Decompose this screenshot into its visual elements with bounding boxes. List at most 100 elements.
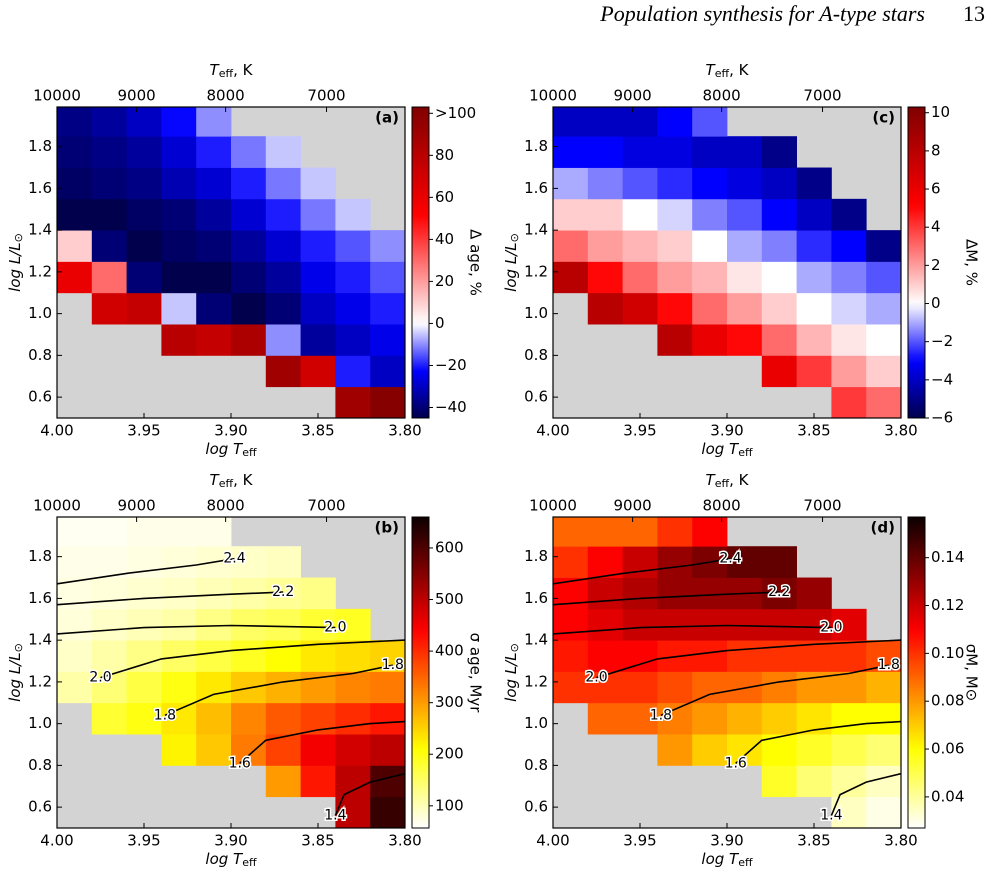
heatmap-cell: [553, 261, 589, 294]
heatmap-cell: [335, 386, 371, 418]
colorbar-tick-label: 0.10: [931, 644, 964, 662]
heatmap-cell: [265, 230, 301, 262]
colorbar-tick-label: 0.04: [931, 787, 964, 805]
heatmap-cell: [657, 136, 693, 168]
x2-axis-label-sub: eff: [219, 67, 234, 80]
panel-label: (a): [375, 109, 399, 127]
colorbar-tick-label: 0.12: [931, 596, 964, 614]
heatmap-cell: [727, 136, 763, 168]
x2-axis-label-sub: eff: [219, 477, 234, 490]
colorbar-tick-label: 600: [435, 538, 464, 556]
heatmap-cell: [335, 734, 371, 766]
heatmap: [553, 517, 901, 828]
heatmap: [553, 107, 901, 418]
heatmap-cell: [831, 640, 867, 672]
heatmap-cell: [796, 324, 832, 356]
y-tick-label: 0.6: [28, 798, 52, 816]
heatmap-cell: [57, 230, 93, 262]
colorbar-tick-label: >100: [435, 104, 476, 122]
heatmap-cell: [553, 167, 589, 200]
x-tick-label: 3.85: [301, 422, 334, 440]
x2-axis-label-sub: eff: [715, 67, 730, 80]
y-axis-label-main: log L/L: [502, 652, 520, 701]
heatmap-cell: [622, 167, 658, 200]
heatmap-cell: [727, 324, 763, 356]
heatmap-cell: [91, 640, 127, 672]
colorbar-tick-label: 4: [931, 218, 941, 236]
heatmap-cell: [335, 230, 371, 262]
heatmap-cell: [587, 640, 623, 672]
heatmap-cell: [231, 702, 267, 735]
contour-line: [596, 639, 901, 679]
x-tick-label: 4.00: [40, 832, 73, 850]
y-tick-label: 0.6: [524, 388, 548, 406]
panel-label: (d): [871, 519, 895, 537]
heatmap-cell: [866, 355, 901, 388]
colorbar-tick-label: −2: [931, 332, 953, 350]
heatmap-cell: [231, 136, 267, 168]
x2-tick-label: 10000: [33, 497, 81, 515]
heatmap-cell: [265, 136, 301, 168]
heatmap-cell: [831, 355, 867, 388]
heatmap-cell: [265, 292, 301, 325]
contour-line: [553, 557, 731, 585]
heatmap-cell: [587, 136, 623, 168]
contour-label: 2.2: [768, 584, 790, 600]
colorbar-tick-label: −4: [931, 370, 953, 388]
heatmap-cell: [831, 765, 867, 798]
y-tick-label: 1.4: [28, 631, 52, 649]
heatmap-cell: [831, 230, 867, 262]
x2-tick-label: 7000: [803, 497, 841, 515]
heatmap-cell: [866, 324, 901, 356]
heatmap-cell: [196, 577, 232, 610]
heatmap-cell: [657, 261, 693, 294]
colorbar-tick-label: 2: [931, 256, 941, 274]
x2-tick-label: 7000: [803, 87, 841, 105]
heatmap-cell: [831, 292, 867, 325]
heatmap-cell: [692, 292, 728, 325]
heatmap-cell: [831, 386, 867, 418]
heatmap-cell: [196, 167, 232, 200]
heatmap-cell: [161, 107, 197, 137]
x-axis-label-main: log T: [205, 440, 244, 458]
heatmap-cell: [57, 640, 93, 672]
heatmap-cell: [231, 230, 267, 262]
y-axis-label-sub: ⊙: [12, 643, 25, 652]
heatmap-cell: [761, 546, 797, 578]
heatmap-cell: [231, 608, 267, 641]
heatmap-cell: [831, 261, 867, 294]
heatmap-cell: [335, 198, 371, 231]
heatmap-cell: [265, 261, 301, 294]
colorbar-tick-label: 60: [435, 188, 454, 206]
heatmap-cell: [622, 577, 658, 610]
heatmap-cell: [622, 136, 658, 168]
heatmap-cell: [370, 671, 405, 704]
heatmap-cell: [370, 355, 405, 388]
heatmap-cell: [831, 198, 867, 231]
heatmap-cell: [622, 230, 658, 262]
y-tick-label: 1.4: [28, 221, 52, 239]
heatmap-cell: [335, 702, 371, 735]
heatmap-cell: [622, 517, 658, 547]
heatmap-cell: [91, 577, 127, 610]
heatmap-cell: [91, 608, 127, 641]
y-tick-label: 1.0: [524, 714, 548, 732]
heatmap-cell: [831, 734, 867, 766]
heatmap-cell: [692, 734, 728, 766]
x2-axis-label-sub: eff: [715, 477, 730, 490]
panel: 2.4 2.2 2.0 2.0 1.8 1.8 1.6 1.4 (b) 4.00 3.95 3.90 3…: [6, 471, 485, 870]
heatmap-cell: [796, 198, 832, 231]
heatmap-cell: [126, 702, 162, 735]
heatmap-cell: [657, 230, 693, 262]
y-axis-label-sub: ⊙: [508, 643, 521, 652]
panel: 2.4 2.2 2.0 2.0 1.8 1.8 1.6 1.4 (d) 4.00 3.95 3.90 3…: [502, 471, 981, 870]
colorbar-tick-label: 0: [435, 314, 445, 332]
colorbar-tick-label: 0.08: [931, 692, 964, 710]
y-tick-label: 1.8: [524, 547, 548, 565]
heatmap-cell: [196, 136, 232, 168]
heatmap-cell: [265, 198, 301, 231]
heatmap-cell: [761, 671, 797, 704]
x-tick-label: 3.95: [127, 422, 160, 440]
heatmap-cell: [761, 230, 797, 262]
panel-label: (c): [872, 109, 895, 127]
